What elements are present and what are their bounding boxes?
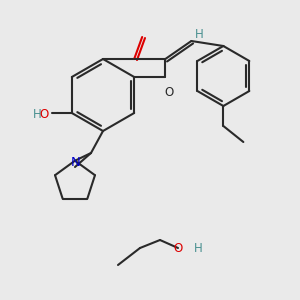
Text: O: O [40, 107, 49, 121]
Text: N: N [71, 156, 81, 169]
Text: H: H [33, 107, 42, 121]
Text: O: O [165, 86, 174, 99]
Text: H: H [195, 28, 204, 40]
Text: O: O [173, 242, 183, 254]
Text: H: H [194, 242, 203, 254]
